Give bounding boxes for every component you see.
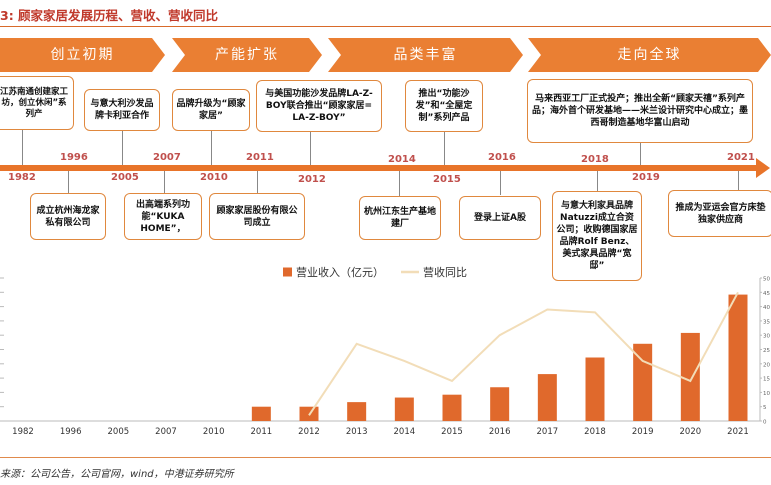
timeline-year: 2021: [727, 152, 755, 163]
legend-label-growth: 营收同比: [423, 266, 467, 279]
phase-label: 走向全球: [617, 47, 682, 63]
timeline-year: 2018: [581, 154, 609, 165]
x-tick-label: 2010: [203, 427, 225, 437]
x-tick-label: 2021: [727, 427, 749, 437]
right-tick-label: 35: [763, 319, 770, 325]
revenue-bar: [347, 402, 367, 421]
event-1982: 江苏南通创建家工坊，创立休闲”系列产: [0, 76, 74, 130]
x-tick-label: 1996: [60, 427, 82, 437]
right-tick-label: 45: [763, 291, 770, 297]
timeline-year: 2007: [153, 152, 181, 163]
phase-chevron: [172, 38, 322, 72]
yoy-growth-line: [308, 291, 739, 416]
right-tick-label: 30: [763, 334, 770, 340]
event-2005: 与意大利沙发品牌卡利亚合作: [84, 89, 160, 131]
right-tick-label: 40: [763, 305, 770, 311]
revenue-bar: [394, 397, 414, 421]
timeline-year: 2014: [388, 154, 416, 165]
source-rule: [0, 457, 771, 458]
right-tick-label: 0: [763, 420, 767, 426]
phase-label: 创立初期: [50, 47, 115, 63]
event-2015: 推出“功能沙发”和“全屋定制”系列产品: [405, 80, 483, 132]
legend-label-revenue: 营业收入（亿元）: [296, 266, 384, 279]
event-stem: [500, 171, 501, 195]
x-tick-label: 2005: [108, 427, 130, 437]
event-stem: [164, 171, 165, 195]
x-tick-label: 2007: [155, 427, 177, 437]
x-tick-label: 2012: [298, 427, 320, 437]
event-2018: 与意大利家具品牌Natuzzi成立合资公司；收购德国家居品牌Rolf Benz、…: [552, 191, 642, 281]
event-stem: [399, 171, 400, 197]
event-2019: 马来西亚工厂正式投产；推出全新“顾家天禧”系列产品；海外首个研发基地——米兰设计…: [527, 79, 753, 143]
event-stem: [640, 143, 641, 166]
timeline-year: 2016: [488, 152, 516, 163]
phase-label: 产能扩张: [215, 47, 279, 63]
right-tick-label: 15: [763, 377, 770, 383]
x-tick-label: 2013: [346, 427, 368, 437]
event-stem: [738, 171, 739, 191]
event-stem: [68, 171, 69, 195]
timeline-year: 1996: [60, 152, 88, 163]
timeline-year: 2019: [632, 172, 660, 183]
revenue-bar: [728, 294, 748, 421]
timeline-year: 2011: [246, 152, 274, 163]
revenue-bar: [537, 374, 557, 421]
timeline-bar: [0, 165, 762, 171]
x-tick-label: 2020: [680, 427, 702, 437]
event-stem: [257, 171, 258, 195]
right-tick-label: 50: [763, 277, 770, 283]
title-rule: [0, 26, 771, 27]
x-tick-label: 2016: [489, 427, 511, 437]
phase-category: 品类丰富: [328, 38, 523, 72]
timeline-year: 2012: [298, 174, 326, 185]
timeline-year: 1982: [8, 172, 36, 183]
x-tick-label: 1982: [12, 427, 34, 437]
revenue-bar: [442, 394, 462, 421]
source-note: 来源：公司公告，公司官网，wind，中港证券研究所: [0, 469, 234, 480]
event-1996: 成立杭州海龙家私有限公司: [30, 193, 106, 240]
x-tick-label: 2019: [632, 427, 654, 437]
phase-chevron: [528, 38, 771, 72]
event-2007: 出高端系列功能“KUKA HOME”，: [124, 193, 202, 240]
event-stem: [310, 132, 311, 166]
revenue-bar: [680, 332, 700, 421]
timeline-year: 2015: [433, 174, 461, 185]
revenue-bar: [251, 406, 271, 421]
event-2016: 登录上证A股: [459, 196, 541, 240]
timeline-arrowhead: [756, 158, 770, 178]
event-2011: 顾家家居股份有限公司成立: [209, 193, 305, 240]
right-tick-label: 5: [763, 405, 767, 411]
right-tick-label: 20: [763, 362, 770, 368]
event-stem: [22, 130, 23, 166]
x-tick-label: 2017: [537, 427, 559, 437]
x-tick-label: 2014: [394, 427, 416, 437]
event-2021: 推成为亚运会官方床垫独家供应商: [668, 190, 771, 237]
phase-founding: 创立初期: [0, 38, 165, 72]
legend-swatch-revenue: [283, 267, 292, 277]
event-stem: [122, 131, 123, 166]
timeline-year: 2010: [200, 172, 228, 183]
phase-chevron: [328, 38, 523, 72]
event-stem: [211, 131, 212, 166]
x-tick-label: 2015: [441, 427, 463, 437]
right-tick-label: 25: [763, 348, 770, 354]
phase-label: 品类丰富: [393, 47, 458, 63]
event-2014: 杭州江东生产基地建厂: [359, 196, 441, 240]
right-tick-label: 10: [763, 391, 770, 397]
revenue-bar: [490, 387, 510, 421]
revenue-chart: 营业收入（亿元） 营收同比 1982 1996 2005 2007 2010 2011 201…: [0, 266, 770, 437]
phase-expansion: 产能扩张: [172, 38, 322, 72]
event-stem: [444, 132, 445, 166]
revenue-bar: [585, 357, 605, 421]
event-stem: [597, 171, 598, 193]
x-tick-label: 2018: [584, 427, 606, 437]
event-2012: 与美国功能沙发品牌LA-Z-BOY联合推出“顾家家居= LA-Z-BOY”: [256, 80, 382, 132]
event-2010: 品牌升级为“顾家家居”: [172, 89, 250, 131]
figure-title: 3: 顾家家居发展历程、营收、营收同比: [0, 8, 219, 23]
phase-chevron: [0, 38, 165, 72]
timeline-year: 2005: [111, 172, 139, 183]
x-tick-label: 2011: [251, 427, 273, 437]
phase-global: 走向全球: [528, 38, 771, 72]
